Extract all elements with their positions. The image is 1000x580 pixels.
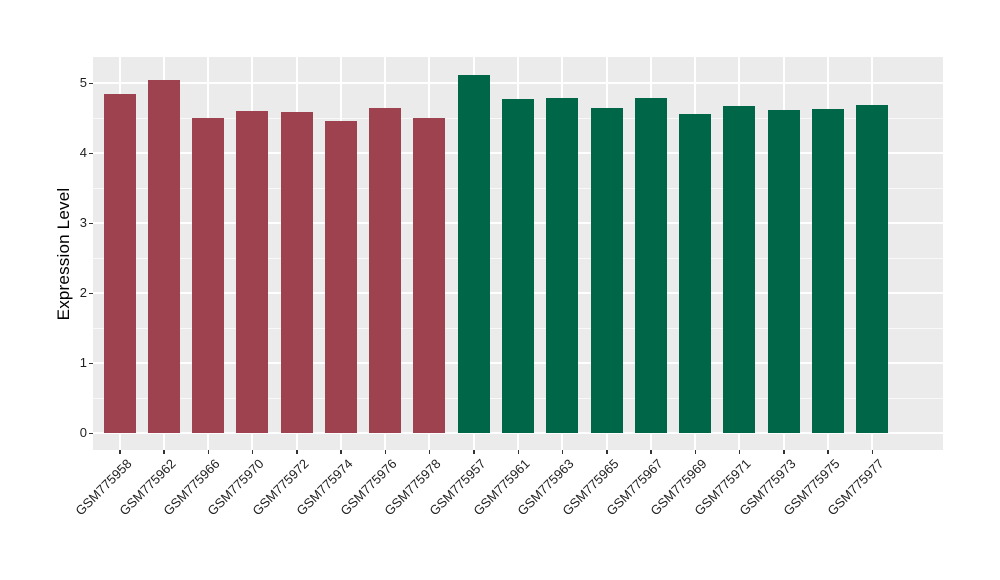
- y-tick-label: 0: [79, 425, 87, 440]
- bar-GSM775966: [192, 118, 225, 433]
- y-tick-label: 5: [79, 75, 87, 90]
- plot-panel: [93, 57, 943, 450]
- y-tick-mark: [89, 82, 93, 84]
- y-tick-mark: [89, 432, 93, 434]
- x-tick-mark: [606, 450, 608, 454]
- y-tick-mark: [89, 292, 93, 294]
- x-tick-mark: [384, 450, 387, 454]
- y-tick-label: 1: [79, 355, 87, 370]
- x-tick-label: GSM775977: [824, 456, 887, 519]
- x-tick-mark: [119, 450, 121, 454]
- bar-GSM775977: [856, 105, 889, 433]
- x-tick-mark: [517, 450, 519, 454]
- bar-GSM775971: [723, 106, 756, 433]
- bar-GSM775970: [236, 111, 269, 433]
- x-tick-mark: [871, 450, 874, 454]
- x-tick-mark: [694, 450, 697, 454]
- bar-GSM775957: [457, 74, 490, 433]
- x-tick-mark: [783, 450, 785, 454]
- bar-GSM775975: [811, 108, 844, 433]
- y-tick-mark: [89, 362, 93, 364]
- x-tick-mark: [738, 450, 741, 454]
- bar-GSM775969: [679, 113, 712, 433]
- bar-GSM775973: [767, 110, 800, 433]
- x-tick-mark: [473, 450, 475, 454]
- y-tick-label: 2: [79, 285, 87, 300]
- bar-GSM775963: [546, 97, 579, 433]
- bar-GSM775978: [413, 118, 446, 433]
- bar-GSM775974: [324, 120, 357, 433]
- bar-GSM775965: [590, 108, 623, 433]
- bar-GSM775972: [280, 112, 313, 433]
- y-tick-label: 3: [79, 215, 87, 230]
- x-tick-mark: [827, 450, 829, 454]
- x-tick-mark: [428, 450, 431, 454]
- x-tick-mark: [296, 450, 298, 454]
- y-tick-mark: [89, 222, 93, 224]
- y-tick-label: 4: [79, 145, 87, 160]
- x-tick-mark: [340, 450, 342, 454]
- bar-GSM775961: [502, 99, 534, 433]
- bar-GSM775962: [147, 79, 180, 433]
- y-tick-mark: [89, 152, 93, 154]
- x-tick-mark: [207, 450, 210, 454]
- bar-GSM775967: [634, 98, 667, 433]
- bar-GSM775958: [103, 93, 136, 433]
- x-tick-mark: [561, 450, 564, 454]
- x-tick-mark: [163, 450, 165, 454]
- x-tick-mark: [650, 450, 652, 454]
- bar-GSM775976: [369, 108, 402, 433]
- x-tick-mark: [251, 450, 254, 454]
